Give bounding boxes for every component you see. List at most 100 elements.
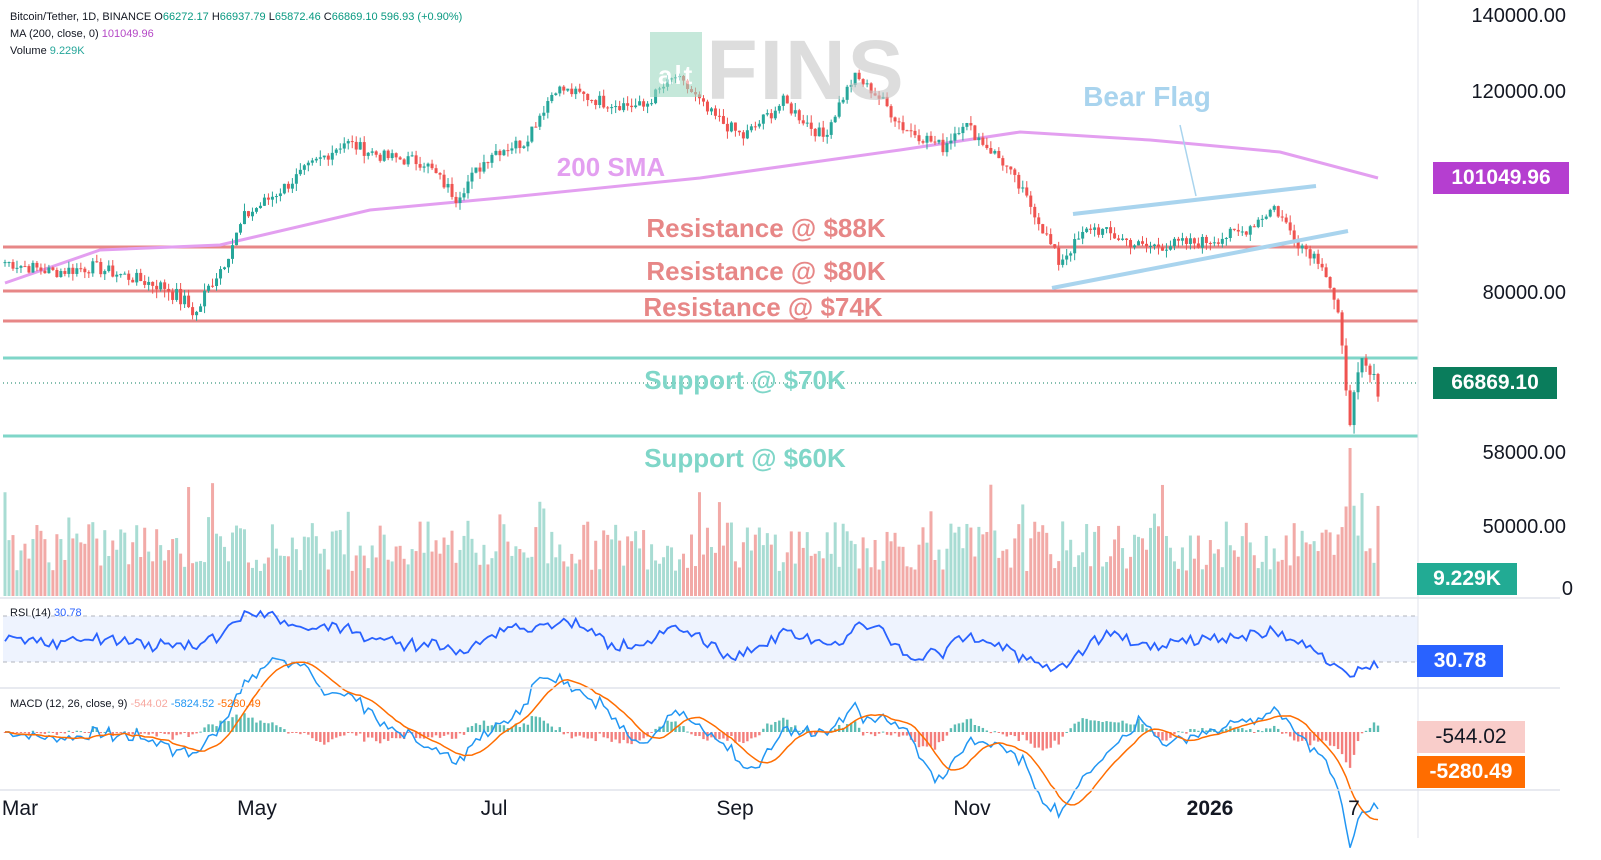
candle-body bbox=[837, 102, 841, 117]
volume-bar bbox=[490, 558, 494, 596]
candle-body bbox=[522, 146, 526, 148]
macd-hist-bar bbox=[211, 724, 214, 732]
candle-body bbox=[75, 268, 79, 274]
candle-body bbox=[929, 135, 933, 142]
candle-body bbox=[1248, 226, 1252, 235]
candle-body bbox=[917, 135, 921, 142]
macd-hist-bar bbox=[929, 732, 933, 747]
macd-hist-bar bbox=[1352, 732, 1356, 755]
candle-body bbox=[969, 123, 973, 126]
volume-bar bbox=[274, 548, 278, 596]
volume-bar bbox=[258, 570, 262, 596]
volume-bar bbox=[478, 564, 482, 596]
volume-bar bbox=[1372, 562, 1376, 596]
candle-body bbox=[91, 261, 95, 274]
candle-body bbox=[757, 123, 761, 127]
volume-bar bbox=[626, 536, 630, 596]
volume-bar bbox=[1001, 550, 1005, 596]
candle-body bbox=[199, 306, 203, 312]
candle-body bbox=[39, 267, 43, 271]
candle-body bbox=[143, 281, 147, 285]
candle-body bbox=[23, 266, 27, 268]
altfins-watermark: alt FINS bbox=[650, 22, 906, 119]
candle-body bbox=[578, 88, 582, 92]
volume-bar bbox=[1097, 526, 1101, 596]
candle-body bbox=[949, 140, 953, 144]
macd-hist-bar bbox=[1097, 721, 1100, 732]
price-tick: 80000.00 bbox=[1482, 282, 1566, 304]
macd-hist-bar bbox=[378, 732, 382, 744]
volume-bar bbox=[829, 553, 833, 596]
volume-bar bbox=[729, 522, 733, 596]
volume-bar bbox=[494, 551, 498, 596]
volume-bar bbox=[929, 511, 933, 596]
macd-hist-bar bbox=[1065, 731, 1068, 733]
volume-bar bbox=[674, 570, 678, 596]
volume-bar bbox=[981, 534, 985, 596]
volume-bar bbox=[314, 536, 318, 596]
candle-body bbox=[925, 135, 929, 143]
volume-bar bbox=[1137, 536, 1141, 596]
volume-bar bbox=[881, 560, 885, 596]
candle-body bbox=[466, 181, 470, 194]
macd-hist-bar bbox=[750, 732, 753, 739]
macd-hist-bar bbox=[1001, 732, 1005, 735]
macd-hist-bar bbox=[514, 723, 518, 732]
candle-body bbox=[326, 155, 330, 160]
macd-hist-bar bbox=[857, 727, 861, 732]
macd-hist-bar bbox=[331, 732, 334, 740]
macd-hist-bar bbox=[1245, 730, 1248, 732]
volume-bar bbox=[266, 557, 270, 596]
candle-body bbox=[19, 266, 23, 268]
candle-body bbox=[813, 128, 817, 137]
candle-body bbox=[809, 122, 813, 129]
volume-bar bbox=[1248, 542, 1252, 596]
candle-body bbox=[1288, 222, 1292, 231]
macd-hist-bar bbox=[602, 732, 605, 738]
symbol-legend: Bitcoin/Tether, 1D, BINANCE O66272.17 H6… bbox=[10, 11, 463, 23]
macd-hist-bar bbox=[630, 732, 633, 745]
macd-hist-bar bbox=[27, 732, 31, 735]
candle-body bbox=[865, 83, 869, 85]
volume-bar bbox=[386, 559, 390, 596]
macd-hist-bar bbox=[1025, 732, 1028, 741]
macd-hist-bar bbox=[1328, 732, 1332, 746]
macd-hist-bar bbox=[921, 732, 925, 747]
macd-hist-bar bbox=[470, 725, 474, 732]
candle-body bbox=[454, 196, 458, 204]
candle-body bbox=[1308, 249, 1312, 259]
candle-body bbox=[123, 273, 127, 275]
price-tick: 50000.00 bbox=[1482, 516, 1566, 538]
volume-bar bbox=[370, 545, 374, 596]
macd-hist-bar bbox=[937, 732, 941, 743]
volume-bar bbox=[1017, 524, 1021, 596]
volume-bar bbox=[953, 532, 957, 596]
volume-bar bbox=[163, 560, 167, 596]
candle-body bbox=[1372, 373, 1376, 375]
volume-bar bbox=[1312, 541, 1316, 596]
candle-body bbox=[893, 117, 897, 122]
candle-body bbox=[390, 153, 394, 159]
candle-body bbox=[538, 115, 542, 127]
macd-hist-bar bbox=[418, 732, 422, 739]
macd-hist-bar bbox=[742, 732, 745, 744]
macd-hist-bar bbox=[766, 723, 769, 732]
volume-bar bbox=[1009, 567, 1013, 596]
macd-hist-bar bbox=[1364, 730, 1368, 732]
macd-hist-bar bbox=[215, 726, 218, 732]
macd-hist-bar bbox=[1145, 728, 1148, 732]
volume-bar bbox=[717, 502, 721, 596]
volume-bar bbox=[231, 532, 235, 596]
candle-body bbox=[438, 173, 442, 175]
volume-bar bbox=[985, 531, 989, 596]
candle-body bbox=[195, 311, 199, 316]
volume-bar bbox=[642, 530, 646, 596]
volume-bar bbox=[1065, 550, 1069, 596]
macd-series bbox=[4, 657, 1379, 848]
volume-bar bbox=[1073, 566, 1077, 596]
volume-bar bbox=[1320, 532, 1324, 596]
candle-body bbox=[1188, 238, 1192, 244]
volume-bar bbox=[1268, 569, 1272, 596]
ma-legend: MA (200, close, 0) 101049.96 bbox=[10, 28, 154, 40]
macd-hist-bar bbox=[626, 732, 629, 744]
